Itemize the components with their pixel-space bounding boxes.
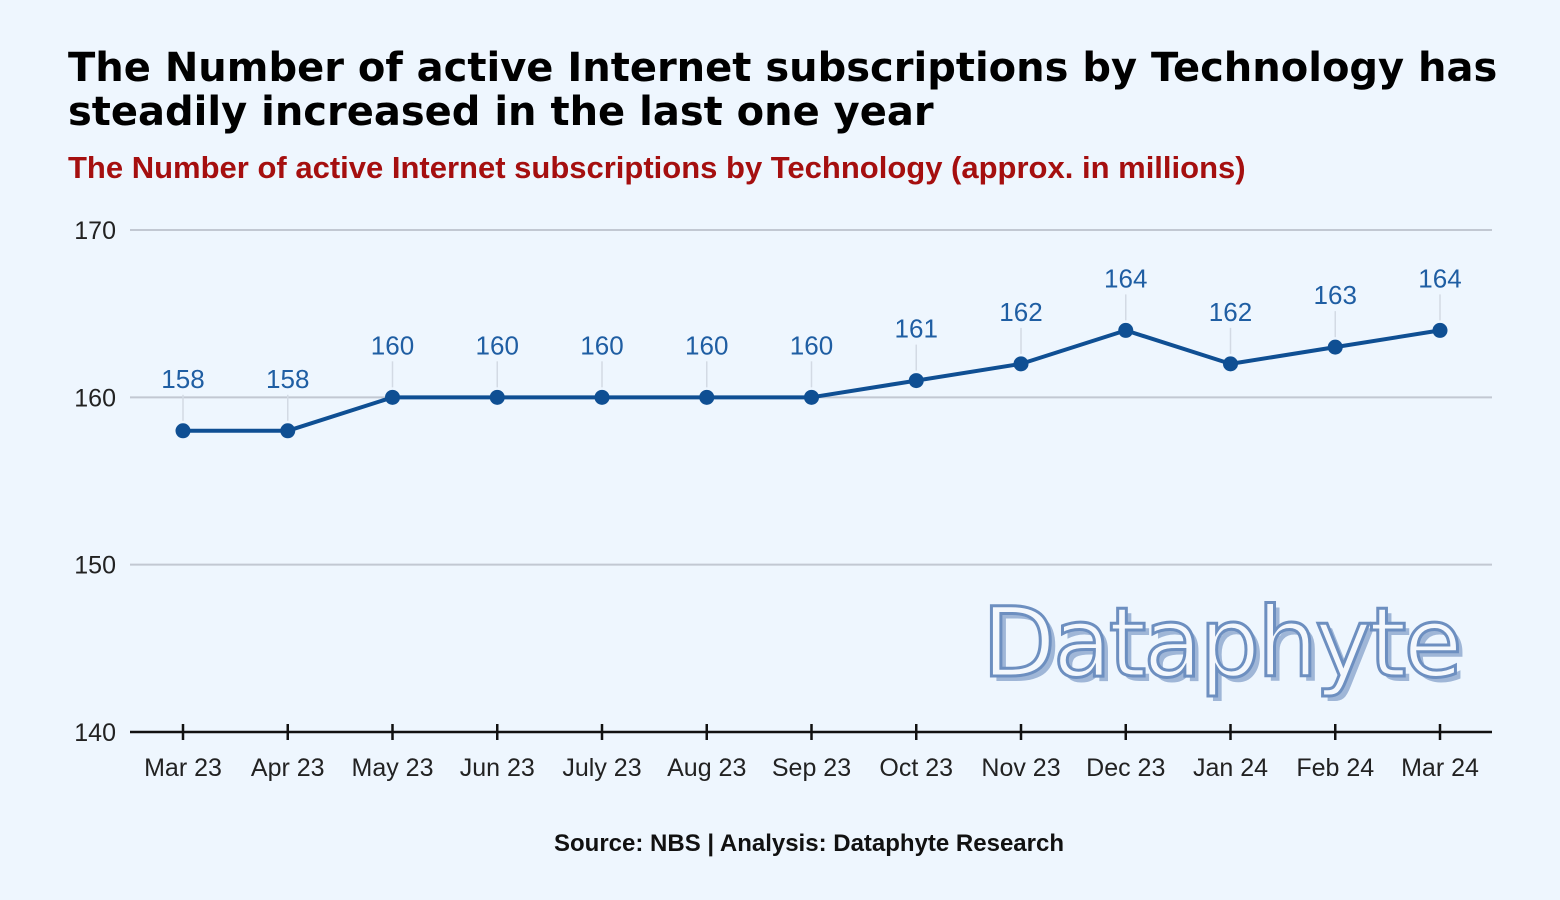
data-point (1327, 339, 1343, 355)
data-label: 160 (580, 330, 623, 360)
data-point (699, 389, 715, 405)
data-point (1118, 322, 1134, 338)
x-tick-label: July 23 (562, 754, 641, 782)
data-label: 160 (476, 330, 519, 360)
y-tick-label: 150 (74, 552, 116, 580)
data-label: 163 (1314, 280, 1357, 310)
data-label: 158 (161, 364, 204, 394)
data-point (804, 389, 819, 405)
x-tick-label: Nov 23 (981, 754, 1060, 782)
x-tick-label: Apr 23 (251, 754, 325, 782)
x-tick-label: Aug 23 (667, 754, 746, 782)
data-label: 160 (685, 330, 728, 360)
data-point (489, 389, 505, 405)
data-label: 164 (1104, 263, 1147, 293)
x-tick-label: May 23 (352, 754, 434, 782)
data-point (908, 373, 924, 389)
data-point (1223, 356, 1238, 372)
x-tick-label: Feb 24 (1296, 754, 1374, 782)
dataphyte-logo-watermark: Dataphyte (981, 587, 1465, 700)
data-point (1013, 356, 1029, 372)
y-tick-label: 170 (74, 217, 116, 245)
data-point (594, 389, 610, 405)
x-tick-label: Jun 23 (460, 754, 535, 782)
data-label: 161 (895, 314, 938, 344)
x-tick-label: Dec 23 (1086, 754, 1165, 782)
y-tick-label: 160 (74, 384, 116, 412)
x-tick-label: Oct 23 (879, 754, 953, 782)
data-label: 164 (1418, 263, 1461, 293)
data-label: 162 (999, 297, 1042, 327)
source-footer: Source: NBS | Analysis: Dataphyte Resear… (554, 830, 1064, 857)
data-point (280, 423, 296, 439)
chart-title: The Number of active Internet subscripti… (68, 45, 1498, 135)
data-label: 162 (1209, 297, 1252, 327)
data-label: 160 (790, 330, 833, 360)
chart-subtitle: The Number of active Internet subscripti… (68, 150, 1246, 185)
y-tick-label: 140 (74, 719, 116, 747)
x-tick-label: Mar 23 (144, 754, 222, 782)
x-tick-label: Mar 24 (1401, 754, 1479, 782)
data-point (175, 423, 191, 439)
data-label: 160 (371, 330, 414, 360)
data-label: 158 (266, 364, 309, 394)
x-tick-label: Jan 24 (1193, 754, 1268, 782)
data-point (1432, 322, 1448, 338)
x-tick-label: Sep 23 (772, 754, 851, 782)
data-point (385, 389, 400, 405)
